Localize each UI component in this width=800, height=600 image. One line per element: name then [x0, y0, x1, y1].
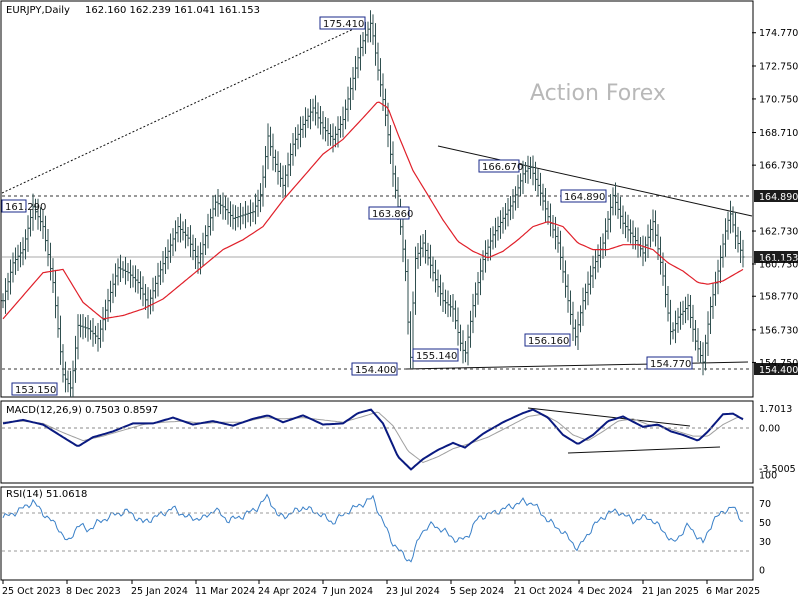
resistance-tag-bg	[754, 190, 798, 202]
x-tick-label: 11 Mar 2024	[195, 586, 255, 597]
price-y-tick-label: 170.750	[759, 94, 798, 105]
x-tick-label: 21 Jan 2025	[642, 586, 699, 597]
price-y-tick-label: 172.750	[759, 61, 798, 72]
price-annotation: 166.670	[478, 159, 523, 173]
x-tick-label: 21 Oct 2024	[514, 586, 573, 597]
price-y-tick-label: 174.770	[759, 28, 798, 39]
price-annotation: 164.890	[560, 189, 607, 203]
svg-text:154.770: 154.770	[650, 359, 691, 370]
svg-text:154.400: 154.400	[355, 365, 396, 376]
price-y-tick-label: 154.750	[759, 358, 798, 369]
chart-ohlc: 162.160 162.239 161.041 161.153	[85, 5, 260, 16]
resistance-tag: 164.890	[759, 192, 798, 203]
price-y-tick-label: 158.770	[759, 292, 798, 303]
rsi-y-tick-label: 30	[759, 537, 771, 548]
macd-y-tick-label: -3.5005	[759, 464, 796, 475]
macd-trendline-upper	[527, 407, 691, 427]
svg-text:175.410: 175.410	[323, 19, 364, 30]
rsi-title: RSI(14) 51.0618	[6, 489, 87, 500]
svg-text:153.150: 153.150	[15, 385, 56, 396]
rsi-y-tick-label: 70	[759, 499, 771, 510]
rsi-line	[2, 493, 744, 563]
price-bar	[741, 239, 745, 268]
chart-symbol: EURJPY,Daily	[6, 5, 70, 16]
price-annotation: 161.290	[1, 199, 46, 213]
macd-line	[2, 408, 744, 471]
x-tick-label: 6 Mar 2025	[706, 586, 760, 597]
rsi-y-tick-label: 50	[759, 518, 771, 529]
svg-text:166.670: 166.670	[482, 162, 523, 173]
rsi-y-tick-label: 0	[759, 566, 765, 577]
price-annotation: 155.140	[412, 348, 459, 362]
svg-text:161.290: 161.290	[5, 202, 46, 213]
macd-panel	[0, 400, 754, 484]
svg-text:164.890: 164.890	[564, 192, 605, 203]
price-annotation: 163.860	[368, 206, 413, 220]
x-tick-label: 5 Sep 2024	[450, 586, 504, 597]
price-annotation: 153.150	[11, 382, 58, 396]
svg-text:156.160: 156.160	[528, 336, 569, 347]
macd-trendline-lower	[567, 446, 721, 454]
price-y-tick-label: 156.730	[759, 325, 798, 336]
watermark: Action Forex	[530, 81, 666, 106]
support-tag-bg	[754, 363, 798, 375]
macd-y-tick-label: 0.00	[759, 424, 780, 435]
x-tick-label: 23 Jul 2024	[386, 586, 440, 597]
macd-title: MACD(12,26,9) 0.7503 0.8597	[6, 405, 158, 416]
price-annotation: 154.400	[351, 362, 398, 376]
support-tag: 154.400	[759, 365, 798, 376]
price-panel	[0, 0, 754, 398]
price-y-tick-label: 166.730	[759, 161, 798, 172]
price-y-tick-label: 162.730	[759, 227, 798, 238]
falling-trendline	[437, 145, 753, 217]
x-tick-label: 7 Jun 2024	[322, 586, 373, 597]
x-tick-label: 8 Dec 2023	[66, 586, 121, 597]
x-tick-label: 24 Apr 2024	[258, 586, 317, 597]
current-tag: 161.153	[759, 253, 798, 264]
macd-y-tick-label: 1.7013	[759, 404, 792, 415]
current-tag-bg	[754, 251, 798, 263]
svg-text:163.860: 163.860	[372, 209, 413, 220]
x-tick-label: 4 Dec 2024	[578, 586, 633, 597]
price-y-tick-label: 160.730	[759, 259, 798, 270]
rsi-panel	[0, 486, 754, 581]
moving-average-line	[2, 101, 744, 320]
price-y-tick-label: 168.710	[759, 128, 798, 139]
rsi-y-tick-label: 100	[759, 471, 777, 482]
x-tick-label: 25 Oct 2023	[2, 586, 61, 597]
price-annotation: 154.770	[646, 356, 693, 370]
svg-text:155.140: 155.140	[416, 351, 457, 362]
price-annotation: 175.410	[319, 16, 366, 30]
x-tick-label: 25 Jan 2024	[131, 586, 188, 597]
price-annotation: 156.160	[524, 333, 571, 347]
